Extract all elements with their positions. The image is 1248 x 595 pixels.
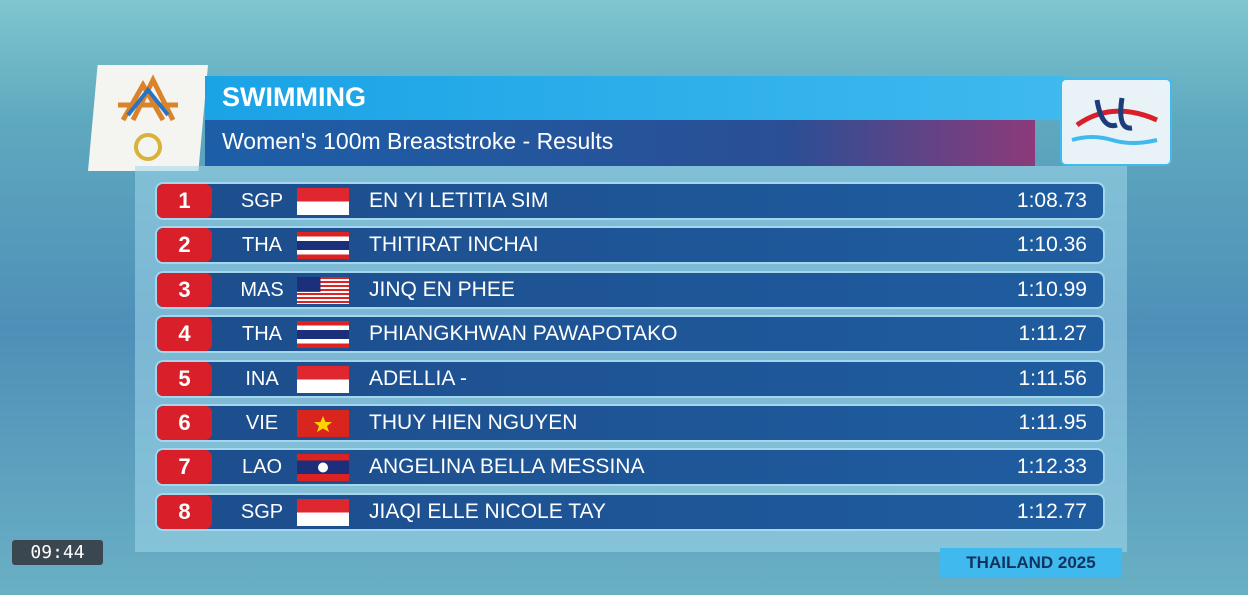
athlete-name: THITIRAT INCHAI (369, 233, 539, 256)
country-code: INA (245, 368, 279, 390)
athlete-name: THUY HIEN NGUYEN (369, 411, 578, 434)
title: SWIMMING (222, 82, 366, 112)
clock: 09:44 (12, 540, 103, 565)
rank: 8 (157, 495, 212, 529)
result-time: 1:11.56 (1018, 367, 1087, 390)
header-bar (205, 76, 1065, 120)
flag-disc (318, 462, 328, 473)
result-time: 1:11.95 (1018, 411, 1087, 434)
athlete-name: PHIANGKHWAN PAWAPOTAKO (369, 322, 678, 345)
sport-icon (1060, 78, 1172, 166)
country-code: THA (242, 234, 282, 256)
result-row: 8 SGP JIAQI ELLE NICOLE TAY 1:12.77 (155, 493, 1105, 531)
result-time: 1:11.27 (1018, 322, 1087, 345)
result-row: 1 SGP EN YI LETITIA SIM 1:08.73 (155, 182, 1105, 220)
country-code: SGP (240, 190, 284, 212)
rank: 7 (157, 450, 212, 484)
country-code: VIE (245, 412, 279, 434)
country-code: LAO (241, 456, 283, 478)
flag (297, 454, 349, 481)
country-code: THA (242, 323, 282, 345)
rank: 4 (157, 317, 212, 351)
result-time: 1:12.33 (1016, 455, 1087, 478)
flag-star (314, 416, 332, 432)
flag (297, 188, 349, 215)
flag (297, 499, 349, 526)
result-row: 7 LAO ANGELINA BELLA MESSINA 1:12.33 (155, 448, 1105, 486)
result-time: 1:12.77 (1016, 500, 1087, 523)
result-row: 5 INA ADELLIA - 1:11.56 (155, 360, 1105, 398)
result-row: 6 VIE THUY HIEN NGUYEN 1:11.95 (155, 404, 1105, 442)
flag (297, 410, 349, 437)
flag (297, 232, 349, 259)
country-code: SGP (240, 501, 284, 523)
result-row: 3 MAS JINQ EN PHEE 1:10.99 (155, 271, 1105, 309)
flag (297, 277, 349, 304)
result-row: 4 THA PHIANGKHWAN PAWAPOTAKO 1:11.27 (155, 315, 1105, 353)
result-time: 1:08.73 (1016, 189, 1087, 212)
subtitle: Women's 100m Breaststroke - Results (222, 128, 614, 154)
games-logo (88, 65, 208, 171)
rank: 2 (157, 228, 212, 262)
result-time: 1:10.36 (1016, 233, 1087, 256)
athlete-name: JIAQI ELLE NICOLE TAY (369, 500, 606, 523)
flag (297, 366, 349, 393)
athlete-name: EN YI LETITIA SIM (369, 189, 549, 212)
logo-art (118, 74, 178, 161)
rank: 6 (157, 406, 212, 440)
rank: 3 (157, 273, 212, 307)
flag (297, 321, 349, 348)
sport-icon-art (1071, 97, 1159, 145)
athlete-name: JINQ EN PHEE (369, 278, 515, 301)
athlete-name: ADELLIA - (369, 367, 468, 390)
rank: 5 (157, 362, 212, 396)
subtitle-bar (205, 120, 1035, 166)
result-time: 1:10.99 (1016, 278, 1087, 301)
rank: 1 (157, 184, 212, 218)
country-code: MAS (240, 279, 284, 301)
result-row: 2 THA THITIRAT INCHAI 1:10.36 (155, 226, 1105, 264)
event-tag: THAILAND 2025 (940, 548, 1122, 578)
athlete-name: ANGELINA BELLA MESSINA (369, 455, 645, 478)
